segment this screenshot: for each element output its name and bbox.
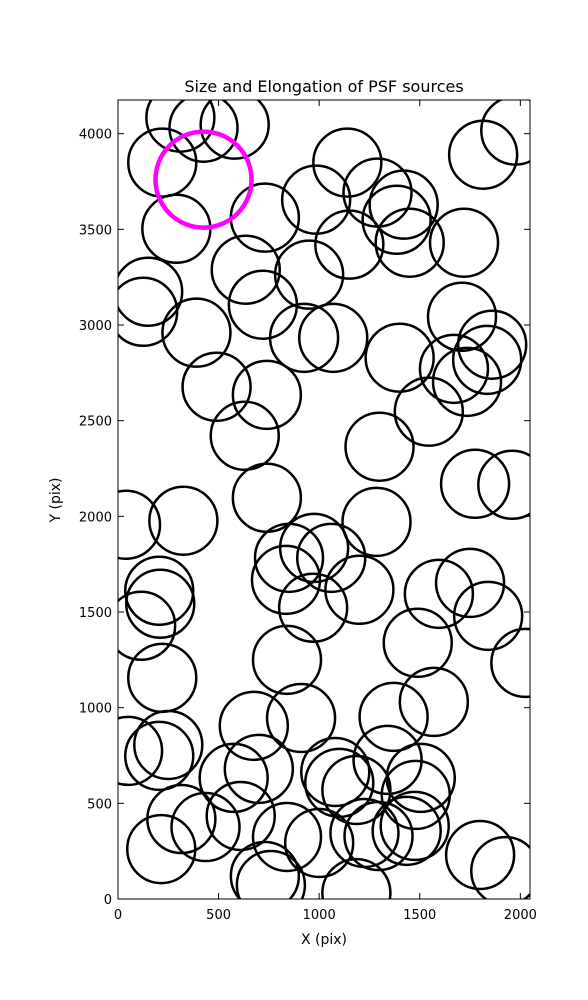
psf-source [209, 400, 280, 472]
psf-source [428, 207, 500, 278]
psf-source [265, 682, 337, 754]
psf-source [118, 715, 164, 787]
y-tick-label: 2500 [79, 415, 112, 430]
psf-source [235, 849, 307, 899]
psf-source [324, 554, 395, 626]
plot-area [118, 100, 530, 899]
psf-source [361, 184, 432, 256]
psf-source [273, 239, 345, 310]
y-tick-label: 4000 [79, 128, 112, 143]
psf-source [118, 256, 184, 327]
x-tick-label: 1000 [303, 908, 336, 923]
psf-source [229, 840, 301, 899]
x-tick-label: 500 [206, 908, 231, 923]
psf-source [398, 666, 470, 738]
psf-source [210, 234, 281, 305]
psf-source [223, 733, 295, 805]
psf-source [199, 100, 270, 160]
psf-source [118, 489, 162, 560]
psf-source [431, 346, 503, 418]
psf-source [251, 624, 323, 696]
psf-source [198, 742, 269, 814]
psf-source [133, 709, 204, 781]
chart-title: Size and Elongation of PSF sources [184, 77, 463, 96]
psf-source [385, 742, 457, 814]
psf-source [434, 547, 506, 619]
psf-source [283, 807, 355, 879]
psf-source [321, 754, 392, 826]
psf-source [426, 281, 498, 353]
psf-source [344, 411, 415, 482]
psf-source [278, 512, 350, 584]
psf-source [231, 359, 303, 431]
psf-source [456, 309, 528, 380]
psf-source [379, 790, 450, 862]
y-tick-label: 3500 [79, 223, 112, 238]
psf-source [312, 127, 383, 198]
psf-source [393, 376, 465, 447]
psf-source [161, 297, 232, 368]
y-tick-label: 3000 [79, 319, 112, 334]
psf-source [358, 681, 429, 753]
psf-source [300, 736, 371, 808]
axes-frame [117, 99, 531, 900]
y-axis-label: Y (pix) [48, 478, 64, 524]
x-axis-label: X (pix) [301, 932, 347, 948]
psf-source [343, 800, 414, 872]
psf-source [341, 486, 412, 558]
psf-source [451, 324, 523, 396]
psf-source [126, 813, 197, 885]
y-tick-label: 0 [104, 893, 112, 908]
psf-source [205, 780, 276, 852]
y-tick-label: 500 [87, 797, 112, 812]
psf-source [153, 129, 254, 230]
psf-source [371, 795, 442, 867]
y-tick-label: 2000 [79, 510, 112, 525]
y-tick-label: 1500 [79, 606, 112, 621]
psf-source [168, 100, 239, 163]
psf-source [447, 119, 519, 190]
psf-source [295, 522, 367, 594]
psf-source [124, 568, 196, 640]
psf-source [352, 724, 423, 796]
x-tick-label: 1500 [403, 908, 436, 923]
x-tick-label: 2000 [504, 908, 537, 923]
psf-source [314, 209, 385, 280]
psf-source [123, 555, 195, 627]
psf-source [181, 351, 252, 423]
psf-source [321, 857, 392, 899]
psf-source [118, 276, 179, 348]
psf-source [118, 590, 177, 662]
psf-source [368, 169, 439, 240]
psf-source [470, 835, 530, 899]
psf-source [403, 558, 475, 630]
psf-source [277, 572, 349, 644]
psf-source [251, 801, 323, 873]
psf-source [444, 819, 516, 891]
psf-source [123, 720, 195, 792]
psf-source [382, 607, 453, 679]
psf-source [250, 544, 322, 616]
psf-source [374, 207, 445, 278]
psf-source [364, 322, 435, 393]
psf-source [298, 302, 369, 374]
psf-source [477, 449, 530, 521]
psf-source [148, 485, 219, 556]
psf-source [490, 627, 530, 699]
y-tick-label: 1000 [79, 702, 112, 717]
psf-source [170, 791, 241, 863]
psf-source [418, 333, 490, 405]
x-tick-label: 0 [114, 908, 122, 923]
psf-source [452, 580, 524, 652]
psf-source [439, 448, 511, 520]
psf-source [218, 690, 290, 762]
psf-source [268, 302, 340, 374]
